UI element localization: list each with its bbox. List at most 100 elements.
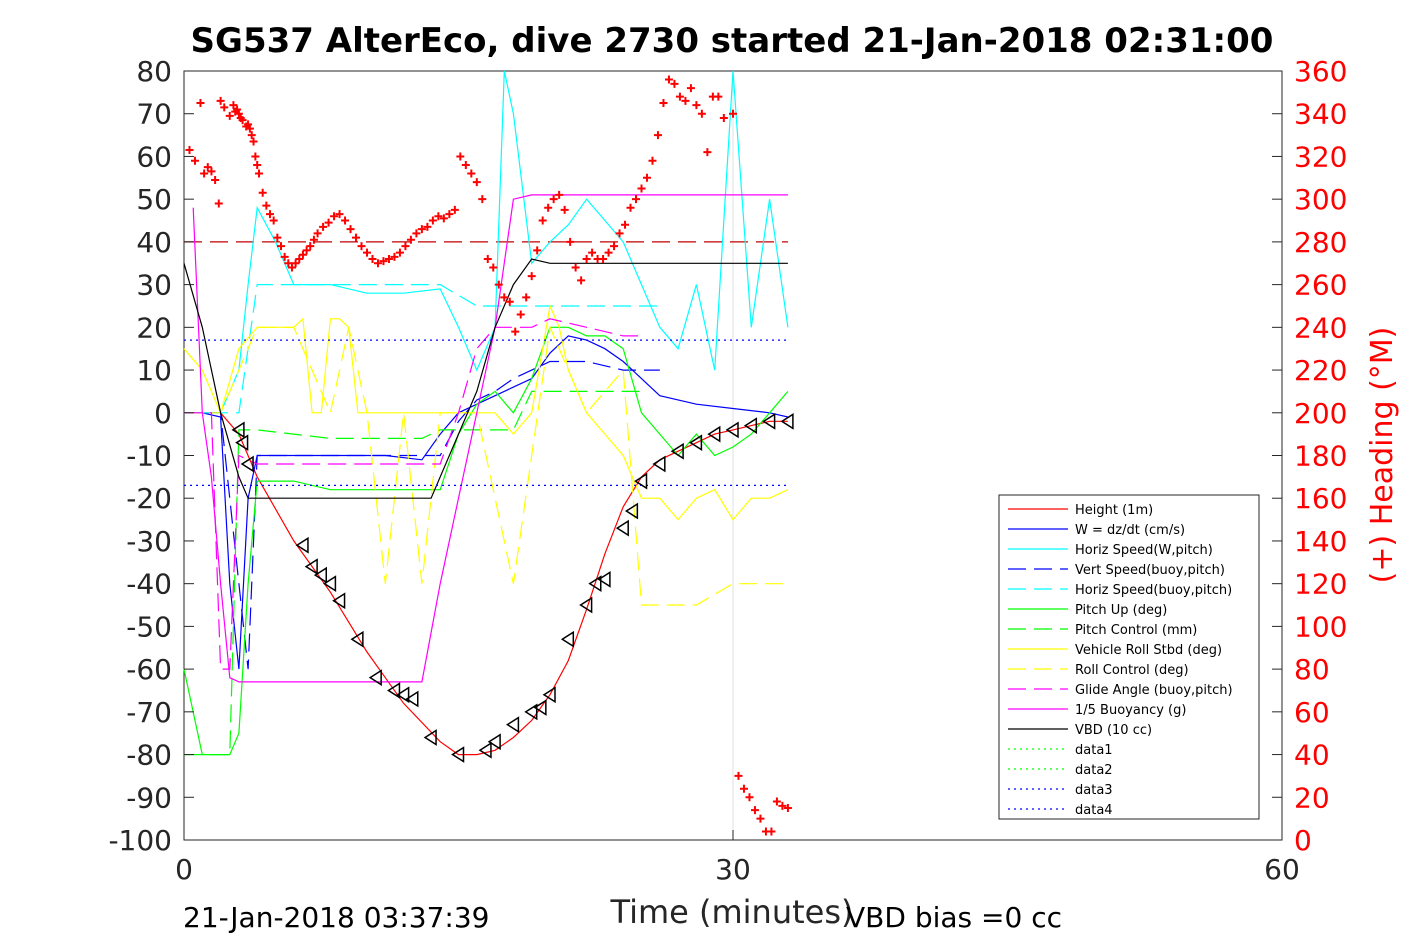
dive-marker [579,596,593,614]
heading-point [229,101,238,110]
series-line-vbd [183,258,788,499]
heading-point [225,111,234,120]
dive-marker [304,558,318,575]
heading-point [368,254,377,263]
heading-point [395,248,404,257]
heading-point [234,109,243,118]
left-tick-label: -30 [126,525,172,558]
heading-point [739,784,748,793]
heading-point [714,92,723,101]
right-tick-label: 360 [1294,55,1347,88]
heading-point [626,203,635,212]
heading-point [604,248,613,257]
heading-point [287,263,296,272]
dive-marker [533,699,547,716]
dive-marker [725,421,739,439]
dive-marker [387,682,401,699]
left-tick-label: 40 [136,226,172,259]
dive-marker [295,536,309,554]
series-line-pitch [183,326,789,756]
heading-point [778,801,787,810]
heading-point [719,113,728,122]
heading-point [637,184,646,193]
right-tick-label: 300 [1294,183,1347,216]
right-tick-label: 260 [1294,269,1347,302]
legend-label-data3: data3 [1075,783,1113,798]
right-tick-label: 180 [1294,440,1347,473]
heading-point [412,229,421,238]
heading-point [675,92,684,101]
heading-point [560,205,569,214]
heading-point [670,79,679,88]
heading-point [615,229,624,238]
heading-point [313,229,322,238]
legend-label-w: W = dz/dt (cm/s) [1075,523,1185,538]
heading-point [363,248,371,257]
left-tick-label: 20 [136,311,172,344]
series-layer [183,70,789,756]
heading-point [203,163,212,172]
heading-point [190,156,199,165]
heading-point [610,242,619,251]
heading-point [664,75,673,84]
series-line-roll_ctrl [184,325,788,606]
legend-label-pitch: Pitch Up (deg) [1075,603,1167,618]
heading-point [653,131,662,140]
dive-marker [487,733,501,751]
heading-point [200,169,209,178]
right-tick-label: 140 [1294,525,1347,558]
heading-point [379,257,388,266]
dive-marker [368,669,382,687]
series-line-buoy [192,194,788,683]
legend-label-horiz_w: Horiz Speed(W,pitch) [1075,543,1213,558]
heading-point [258,188,267,197]
heading-point [273,233,282,242]
heading-point [632,195,641,204]
heading-point [582,254,591,263]
dive-marker [762,412,776,430]
heading-point [291,259,300,268]
left-tick-label: -100 [108,824,172,857]
heading-point [783,803,792,812]
left-tick-label: 60 [136,140,172,173]
right-tick-label: 80 [1294,653,1330,686]
left-tick-label: -90 [126,781,172,814]
heading-point [302,246,311,255]
heading-point [588,248,597,257]
heading-point [233,105,242,114]
legend: Height (1m) W = dz/dt (cm/s) Horiz Speed(W… [998,494,1260,820]
series-line-pitch_ctrl [184,390,642,756]
dive-marker [313,566,327,584]
series-line-glide [184,318,642,670]
dive-marker [240,455,254,473]
heading-point [659,99,668,108]
dive-marker [780,412,794,430]
heading-point [511,327,520,336]
heading-point [298,250,307,259]
x-tick-label: 30 [715,853,751,886]
heading-point [207,167,216,176]
heading-point [648,156,657,165]
heading-point [544,203,553,212]
right-tick-label: 200 [1294,397,1347,430]
right-tick-label: 340 [1294,98,1347,131]
dive-marker [350,630,364,648]
heading-point [428,216,437,225]
heading-point [767,827,776,836]
legend-label-roll_ctrl: Roll Control (deg) [1075,663,1189,678]
dive-marker [560,630,575,648]
heading-point [306,242,315,251]
legend-label-roll: Vehicle Roll Stbd (deg) [1075,643,1222,658]
dive-marker [624,502,639,520]
heading-point [642,173,651,182]
left-tick-label: -80 [126,739,172,772]
heading-point [245,124,254,133]
left-tick-label: -60 [126,653,172,686]
heading-point [445,210,454,219]
legend-label-horiz_buoy: Horiz Speed(buoy,pitch) [1075,583,1232,598]
heading-point [527,272,536,281]
series-line-w [184,335,789,670]
dive-marker [743,417,758,434]
series-line-vert_buoy [184,360,660,670]
heading-point [341,216,350,225]
